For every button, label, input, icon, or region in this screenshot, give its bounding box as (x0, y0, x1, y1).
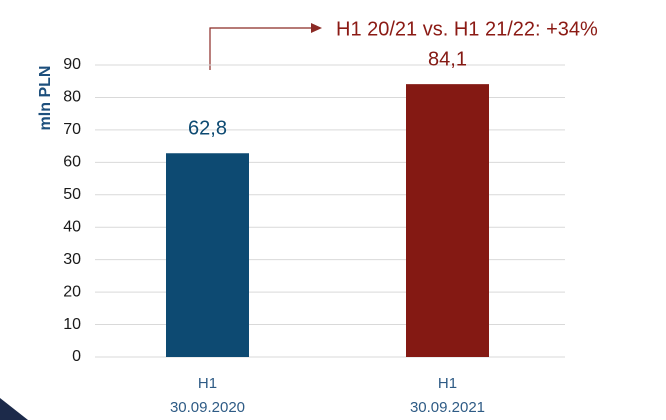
y-tick-label: 10 (63, 316, 81, 333)
bar (166, 153, 249, 357)
y-tick-label: 20 (63, 283, 81, 300)
bar (406, 84, 489, 358)
y-tick-label: 30 (63, 251, 81, 268)
y-tick-label: 40 (63, 218, 81, 235)
y-tick-label: 90 (63, 56, 81, 73)
value-label: 62,8 (188, 118, 227, 140)
y-tick-label: 60 (63, 154, 81, 171)
annotation: H1 20/21 vs. H1 21/22: +34% (336, 18, 598, 40)
value-label: 84,1 (428, 48, 467, 70)
corner-decoration (0, 398, 28, 420)
y-axis-label: mln PLN (37, 66, 54, 131)
y-tick-label: 50 (63, 186, 81, 203)
y-tick-label: 80 (63, 89, 81, 106)
annotation-arrow (209, 27, 312, 70)
arrow-head (311, 23, 322, 33)
y-tick-label: 70 (63, 121, 81, 138)
x-tick-label: H1 30.09.2021 (409, 375, 486, 416)
x-tick-label: H1 30.09.2020 (169, 375, 246, 416)
y-tick-label: 0 (72, 348, 81, 365)
